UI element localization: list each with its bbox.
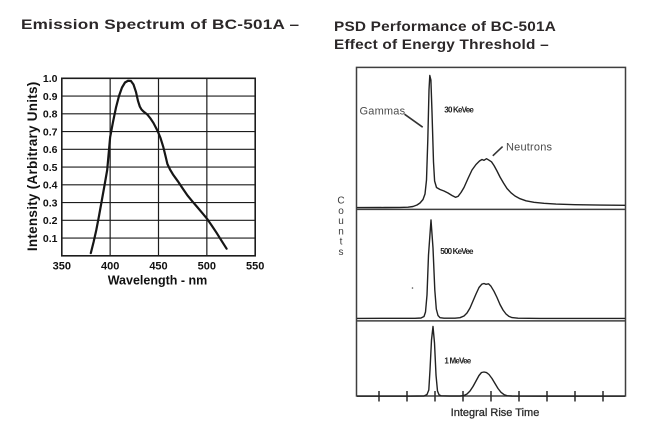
svg-text:500: 500	[198, 261, 216, 273]
svg-text:0.1: 0.1	[43, 233, 58, 245]
svg-text:500 KeVee: 500 KeVee	[440, 247, 474, 256]
svg-text:0.9: 0.9	[43, 91, 58, 103]
svg-text:Gammas: Gammas	[360, 106, 406, 118]
svg-text:0.3: 0.3	[43, 197, 58, 209]
svg-text:0.5: 0.5	[43, 162, 58, 174]
svg-text:0.4: 0.4	[43, 180, 58, 192]
svg-text:Wavelength - nm: Wavelength - nm	[108, 274, 208, 288]
svg-text:o: o	[338, 206, 344, 217]
svg-text:n: n	[338, 226, 344, 237]
svg-text:Intensity (Arbitrary Units): Intensity (Arbitrary Units)	[25, 82, 40, 252]
svg-text:30 KeVee: 30 KeVee	[444, 106, 474, 115]
svg-text:1 MeVee: 1 MeVee	[444, 357, 471, 366]
svg-text:u: u	[338, 216, 344, 227]
svg-text:450: 450	[149, 261, 167, 273]
svg-text:Neutrons: Neutrons	[506, 141, 553, 153]
svg-text:400: 400	[101, 261, 119, 273]
svg-text:550: 550	[246, 261, 264, 273]
svg-text:0.7: 0.7	[43, 126, 58, 138]
svg-text:C: C	[337, 196, 344, 207]
svg-text:0.8: 0.8	[43, 109, 58, 121]
svg-text:t: t	[340, 237, 343, 248]
svg-text:s: s	[339, 247, 344, 258]
svg-text:350: 350	[53, 261, 71, 273]
svg-text:1.0: 1.0	[43, 73, 58, 85]
svg-text:0.6: 0.6	[43, 144, 58, 156]
svg-text:Integral Rise Time: Integral Rise Time	[451, 407, 540, 419]
svg-text:0.2: 0.2	[43, 215, 58, 227]
